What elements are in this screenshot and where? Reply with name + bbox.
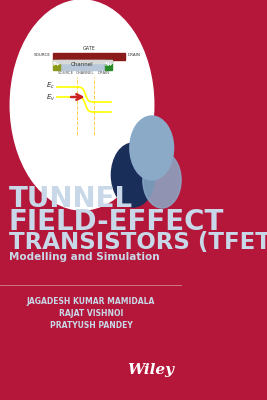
Text: JAGADESH KUMAR MAMIDALA: JAGADESH KUMAR MAMIDALA <box>27 297 155 306</box>
Bar <box>60 60 105 70</box>
Text: $E_v$: $E_v$ <box>46 93 55 103</box>
Circle shape <box>10 0 154 210</box>
Circle shape <box>130 116 174 180</box>
Text: GATE: GATE <box>83 46 96 51</box>
Bar <box>53 60 112 63</box>
Text: Channel: Channel <box>71 62 94 68</box>
Circle shape <box>111 143 155 207</box>
Text: TRANSISTORS (TFET):: TRANSISTORS (TFET): <box>9 231 267 254</box>
Bar <box>105 60 112 70</box>
Text: Modelling and Simulation: Modelling and Simulation <box>9 252 159 262</box>
Circle shape <box>143 152 181 208</box>
Text: SOURCE: SOURCE <box>58 71 74 75</box>
Text: DRAIN: DRAIN <box>128 54 141 58</box>
Text: P+: P+ <box>53 62 61 68</box>
Bar <box>53 53 125 60</box>
Text: Wiley: Wiley <box>127 363 174 377</box>
Text: FIELD-EFFECT: FIELD-EFFECT <box>9 208 224 236</box>
Text: $E_c$: $E_c$ <box>46 81 55 91</box>
Text: CHANNEL: CHANNEL <box>76 71 95 75</box>
Text: N+: N+ <box>104 62 113 68</box>
Text: TUNNEL: TUNNEL <box>9 185 133 213</box>
Text: PRATYUSH PANDEY: PRATYUSH PANDEY <box>49 321 132 330</box>
Bar <box>53 60 60 70</box>
Text: SOURCE: SOURCE <box>34 54 50 58</box>
Text: DRAIN: DRAIN <box>98 71 110 75</box>
Text: RAJAT VISHNOI: RAJAT VISHNOI <box>59 309 123 318</box>
